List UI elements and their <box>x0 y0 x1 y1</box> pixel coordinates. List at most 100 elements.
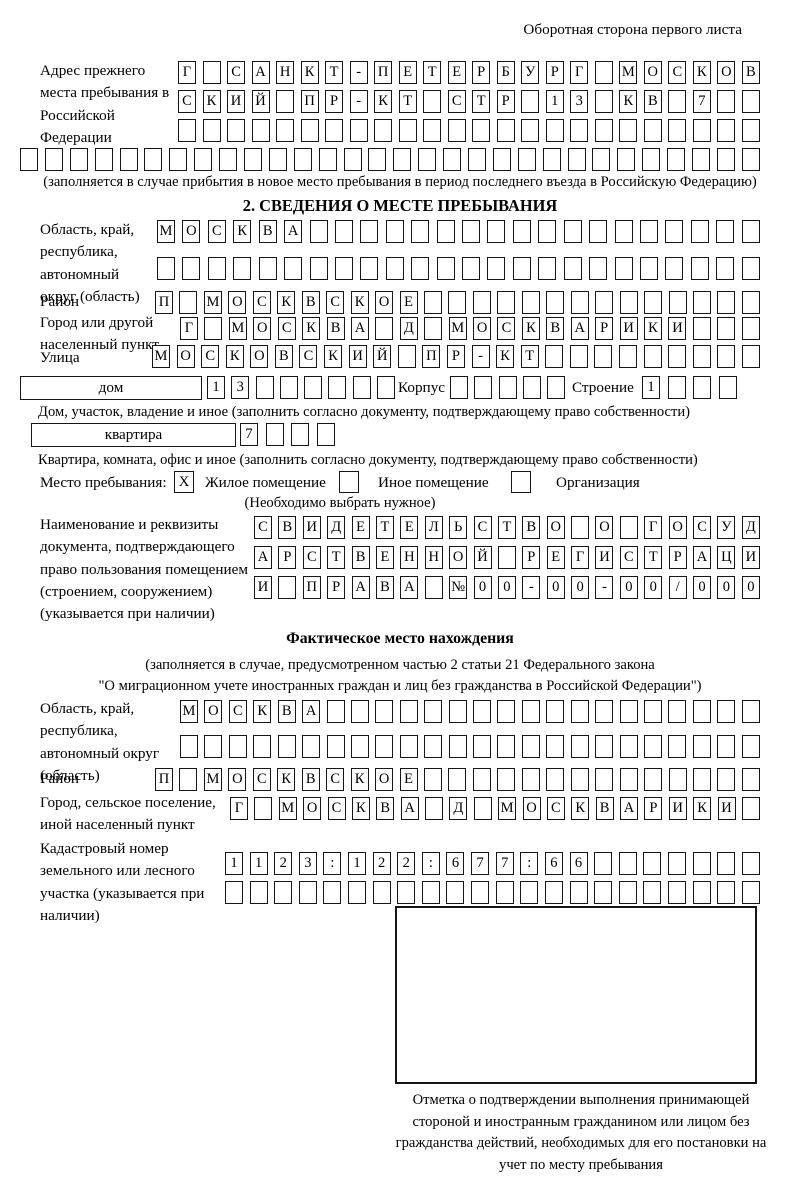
char-cell[interactable] <box>436 220 455 243</box>
char-cell[interactable]: 2 <box>372 852 391 875</box>
char-cell[interactable]: И <box>595 546 614 569</box>
char-cell[interactable]: Г <box>571 546 590 569</box>
char-cell[interactable] <box>326 700 345 723</box>
char-cell[interactable]: А <box>693 546 712 569</box>
char-cell[interactable] <box>619 119 638 142</box>
char-cell[interactable] <box>644 291 663 314</box>
char-cell[interactable] <box>594 852 613 875</box>
char-cell[interactable] <box>741 257 760 280</box>
char-cell[interactable] <box>473 700 492 723</box>
char-cell[interactable]: П <box>155 768 173 791</box>
char-cell[interactable]: О <box>375 291 394 314</box>
char-cell[interactable] <box>94 148 113 171</box>
char-cell[interactable]: Ь <box>449 516 468 539</box>
char-cell[interactable]: С <box>252 768 271 791</box>
char-cell[interactable] <box>487 220 506 243</box>
char-cell[interactable]: Е <box>351 516 370 539</box>
char-cell[interactable] <box>399 700 418 723</box>
char-cell[interactable]: К <box>351 797 370 820</box>
char-cell[interactable]: 2 <box>397 852 416 875</box>
char-cell[interactable]: : <box>323 852 342 875</box>
char-cell[interactable] <box>194 148 213 171</box>
char-cell[interactable] <box>228 735 247 758</box>
char-cell[interactable] <box>448 291 467 314</box>
char-cell[interactable] <box>471 881 490 904</box>
char-cell[interactable]: Т <box>497 516 516 539</box>
char-cell[interactable]: П <box>422 345 441 368</box>
char-cell[interactable] <box>474 376 493 399</box>
char-cell[interactable]: М <box>152 345 170 368</box>
char-cell[interactable] <box>594 90 613 113</box>
char-cell[interactable] <box>547 376 565 399</box>
char-cell[interactable] <box>496 119 515 142</box>
char-cell[interactable] <box>542 148 561 171</box>
char-cell[interactable] <box>546 700 565 723</box>
char-cell[interactable] <box>741 797 760 820</box>
char-cell[interactable] <box>668 700 687 723</box>
char-cell[interactable]: И <box>348 345 367 368</box>
char-cell[interactable]: К <box>225 345 244 368</box>
char-cell[interactable] <box>717 735 736 758</box>
char-cell[interactable] <box>717 291 736 314</box>
char-cell[interactable] <box>594 345 613 368</box>
char-cell[interactable]: 1 <box>545 90 564 113</box>
char-cell[interactable]: С <box>668 61 687 84</box>
char-cell[interactable] <box>352 376 371 399</box>
char-cell[interactable] <box>497 546 516 569</box>
char-cell[interactable]: Д <box>741 516 760 539</box>
char-cell[interactable]: А <box>351 576 370 599</box>
char-cell[interactable]: 1 <box>642 376 660 399</box>
char-cell[interactable] <box>375 700 394 723</box>
char-cell[interactable]: А <box>570 317 589 340</box>
char-cell[interactable]: Т <box>423 61 442 84</box>
char-cell[interactable] <box>717 90 736 113</box>
char-cell[interactable]: 7 <box>240 423 258 446</box>
char-cell[interactable]: / <box>668 576 687 599</box>
char-cell[interactable] <box>182 257 201 280</box>
char-cell[interactable] <box>692 148 711 171</box>
char-cell[interactable] <box>741 735 760 758</box>
char-cell[interactable]: Е <box>398 61 417 84</box>
char-cell[interactable] <box>448 735 467 758</box>
char-cell[interactable] <box>487 257 506 280</box>
char-cell[interactable] <box>563 220 582 243</box>
char-cell[interactable]: О <box>522 797 541 820</box>
char-cell[interactable]: В <box>351 546 370 569</box>
char-cell[interactable]: 3 <box>570 90 589 113</box>
char-cell[interactable] <box>643 852 662 875</box>
char-cell[interactable]: П <box>374 61 393 84</box>
char-cell[interactable] <box>418 148 437 171</box>
char-cell[interactable]: О <box>228 768 247 791</box>
char-cell[interactable] <box>716 148 735 171</box>
char-cell[interactable]: 0 <box>571 576 590 599</box>
char-cell[interactable]: К <box>277 768 296 791</box>
char-cell[interactable] <box>278 576 297 599</box>
char-cell[interactable]: 1 <box>348 852 367 875</box>
char-cell[interactable]: Г <box>570 61 589 84</box>
char-cell[interactable] <box>644 700 663 723</box>
char-cell[interactable] <box>244 148 263 171</box>
char-cell[interactable]: Е <box>399 768 418 791</box>
char-cell[interactable]: А <box>284 220 303 243</box>
char-cell[interactable] <box>348 881 367 904</box>
char-cell[interactable] <box>619 700 638 723</box>
char-cell[interactable] <box>274 881 293 904</box>
char-cell[interactable] <box>667 852 686 875</box>
char-cell[interactable]: С <box>201 345 220 368</box>
char-cell[interactable] <box>741 852 760 875</box>
char-cell[interactable] <box>717 119 736 142</box>
char-cell[interactable] <box>667 376 686 399</box>
char-cell[interactable]: Р <box>325 90 344 113</box>
char-cell[interactable] <box>423 768 442 791</box>
char-cell[interactable]: Й <box>373 345 392 368</box>
char-cell[interactable] <box>360 220 379 243</box>
char-cell[interactable] <box>424 735 443 758</box>
char-cell[interactable] <box>614 220 633 243</box>
char-cell[interactable] <box>202 119 221 142</box>
char-cell[interactable] <box>443 148 462 171</box>
char-cell[interactable] <box>318 148 337 171</box>
char-cell[interactable] <box>374 119 393 142</box>
char-cell[interactable] <box>20 148 38 171</box>
char-cell[interactable]: Г <box>178 61 196 84</box>
char-cell[interactable]: Д <box>399 317 418 340</box>
